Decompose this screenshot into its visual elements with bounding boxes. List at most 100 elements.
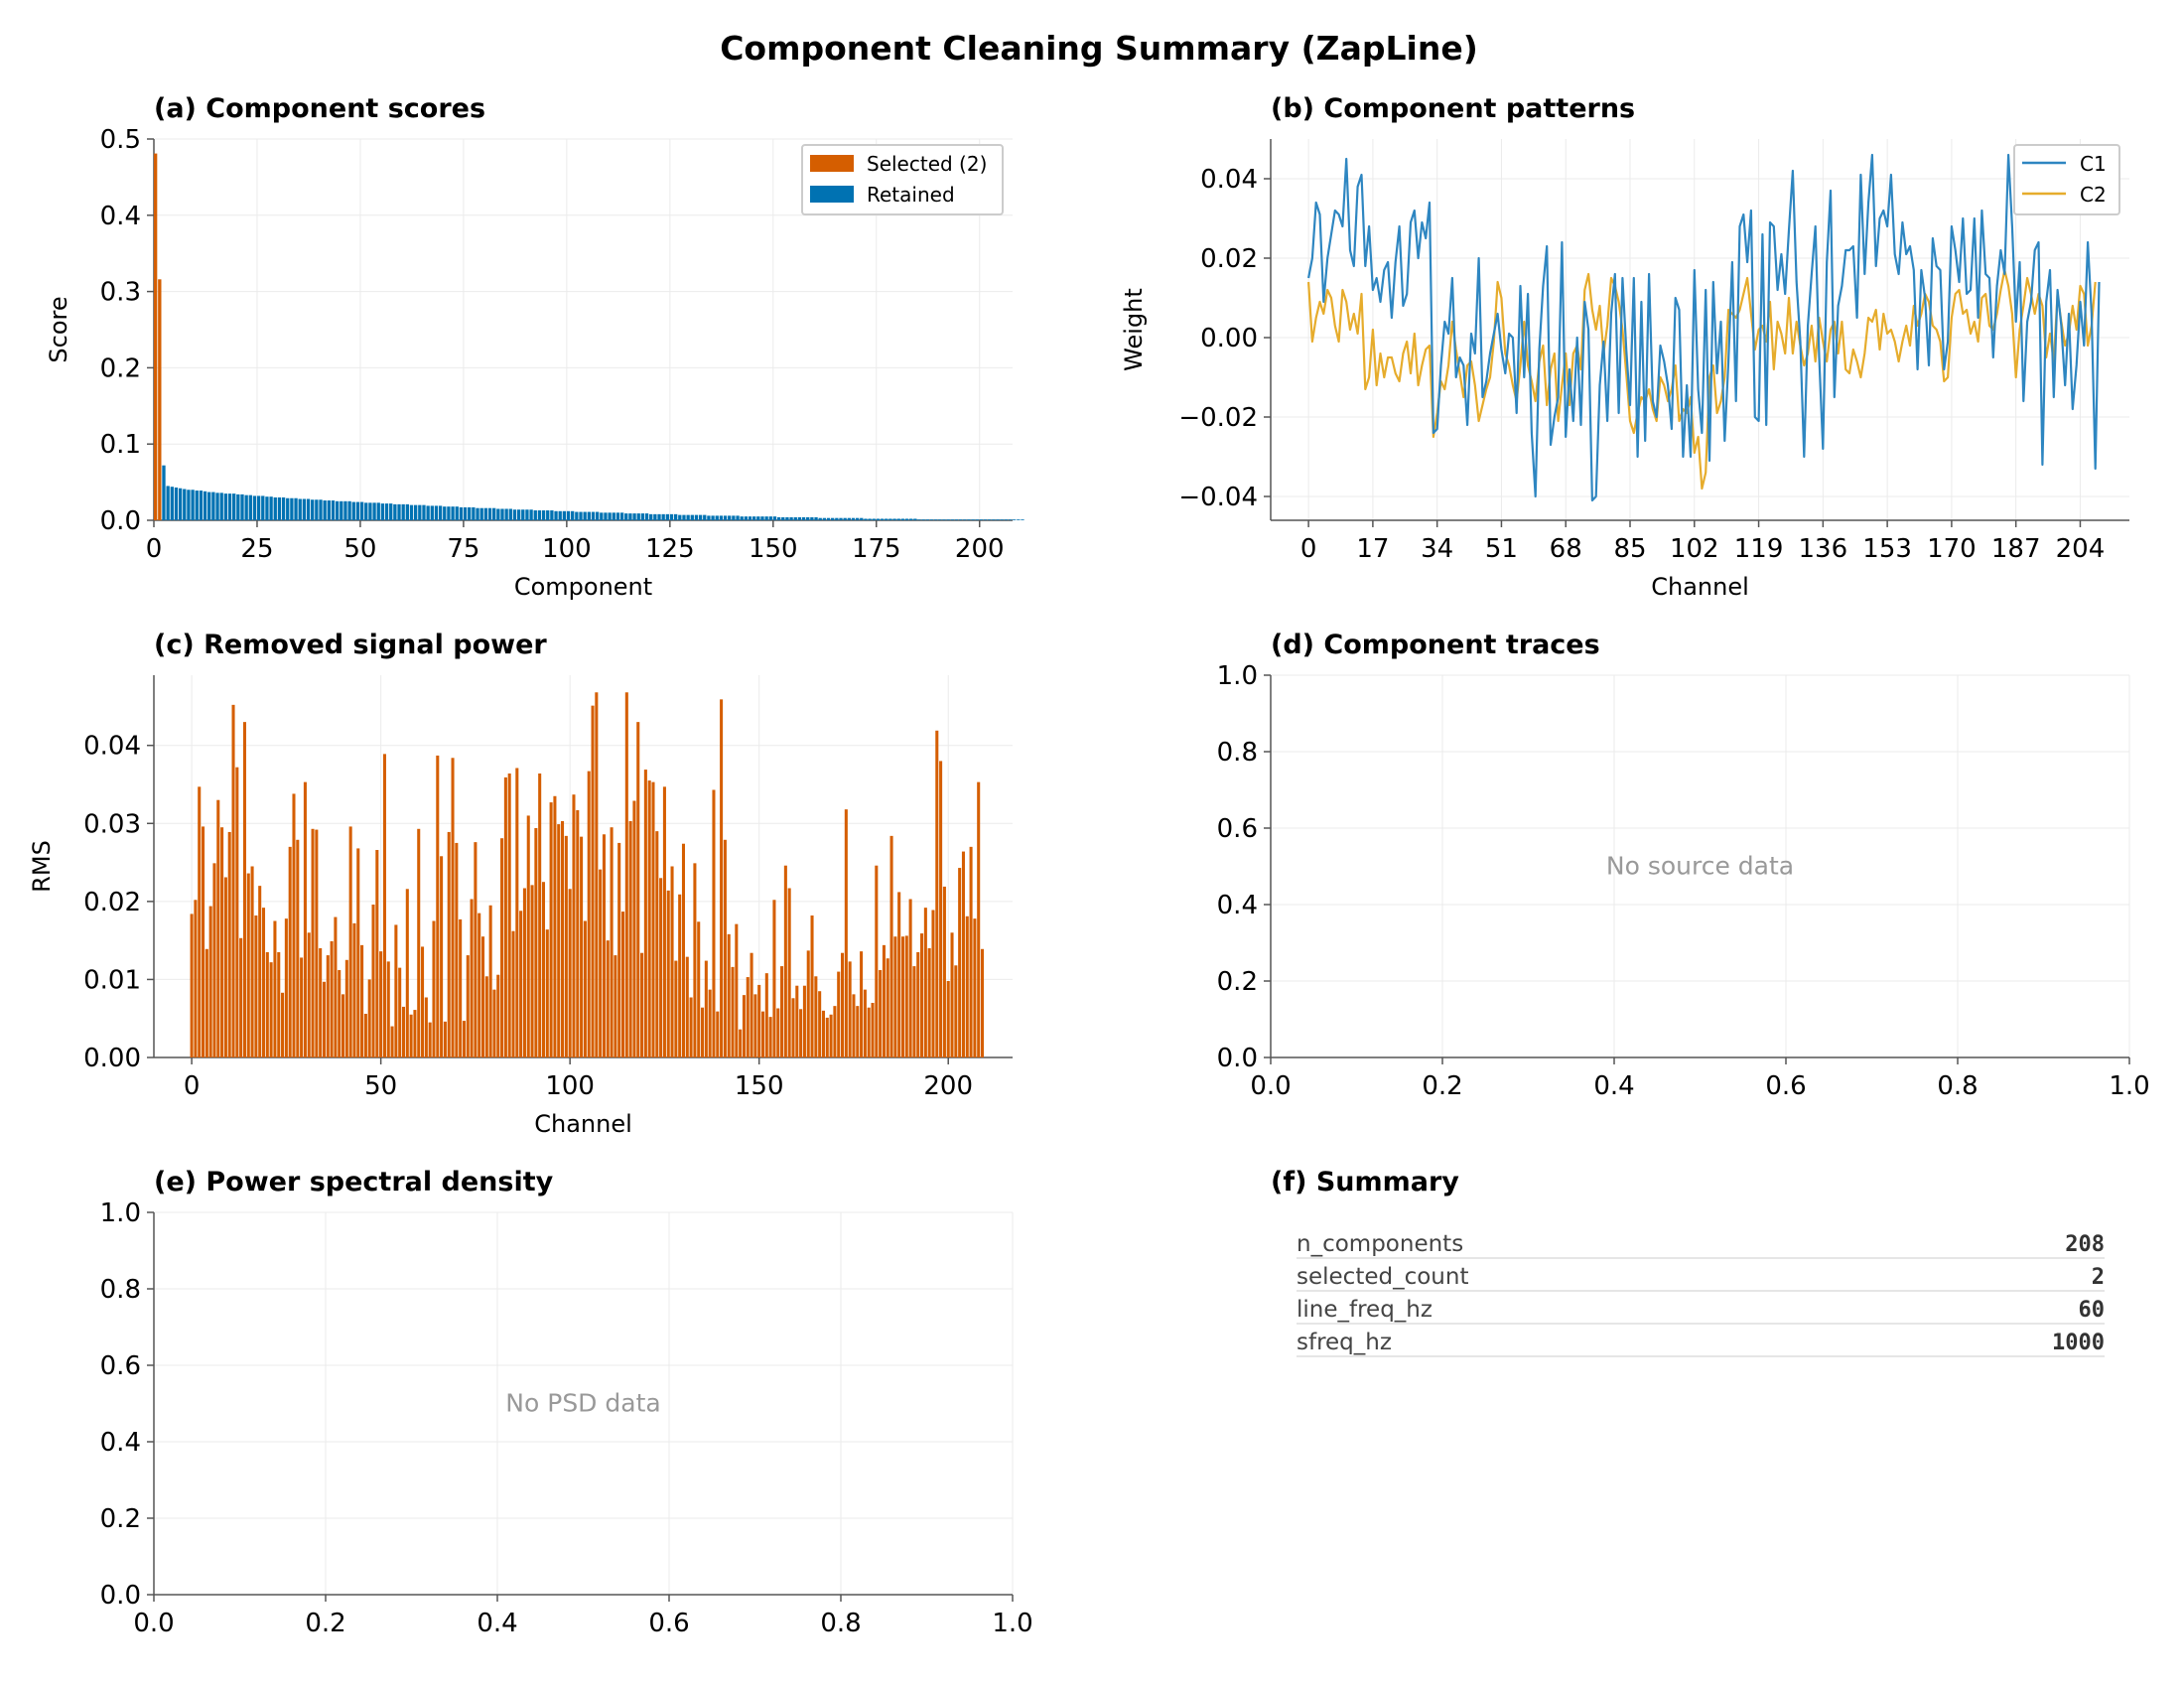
bar-retained <box>864 518 868 520</box>
bar-rms <box>587 771 591 1057</box>
x-tick-label: 204 <box>2056 534 2106 564</box>
bar-retained <box>554 510 558 520</box>
bar-rms <box>689 997 693 1057</box>
y-tick-label: 0.04 <box>1200 165 1258 195</box>
bar-retained <box>983 519 988 520</box>
x-tick-label: 51 <box>1485 534 1518 564</box>
y-tick-label: 0.04 <box>83 732 141 762</box>
bar-rms <box>443 1021 447 1057</box>
bar-rms <box>455 842 459 1057</box>
bar-retained <box>669 513 674 520</box>
bar-rms <box>198 786 202 1057</box>
bar-rms <box>610 827 614 1057</box>
bar-rms <box>334 916 338 1057</box>
bar-rms <box>791 998 795 1057</box>
bar-retained <box>219 492 223 520</box>
bar-rms <box>939 761 943 1057</box>
bar-rms <box>190 914 194 1057</box>
bar-rms <box>708 989 712 1057</box>
legend: Selected (2) Retained <box>801 144 1004 215</box>
x-tick-label: 34 <box>1421 534 1453 564</box>
y-tick-label: 0.6 <box>100 1351 141 1381</box>
bar-rms <box>344 959 348 1057</box>
bar-retained <box>917 519 921 520</box>
y-tick-label: 1.0 <box>100 1198 141 1228</box>
y-tick-label: 0.00 <box>1200 324 1258 353</box>
bar-rms <box>614 955 617 1057</box>
summary-table: n_components 208 selected_count 2 line_freq_… <box>1297 1231 2105 1357</box>
x-tick-label: 175 <box>852 534 901 564</box>
bar-rms <box>825 1017 829 1057</box>
bar-rms <box>776 1008 780 1057</box>
bar-retained <box>913 518 917 520</box>
bar-retained <box>227 493 232 520</box>
bar-rms <box>666 890 670 1057</box>
x-tick-label: 0.2 <box>305 1609 345 1638</box>
bars <box>190 692 985 1057</box>
bar-retained <box>644 513 649 520</box>
bar-rms <box>712 789 716 1057</box>
bar-rms <box>640 952 644 1057</box>
bar-rms <box>386 961 390 1057</box>
panel-title: (c) Removed signal power <box>154 630 547 660</box>
bar-rms <box>488 905 492 1057</box>
bar-retained <box>958 519 963 520</box>
bar-retained <box>347 500 351 520</box>
bar-rms <box>522 888 526 1057</box>
bar-rms <box>757 984 761 1057</box>
bar-retained <box>191 490 195 520</box>
y-tick-label: 0.1 <box>100 430 141 460</box>
bar-retained <box>298 498 302 520</box>
bar-rms <box>269 962 273 1057</box>
bar-retained <box>244 494 248 520</box>
bar-rms <box>322 981 326 1057</box>
bar-retained <box>967 519 971 520</box>
bar-rms <box>980 948 985 1057</box>
x-tick-label: 0.8 <box>1937 1071 1978 1101</box>
bar-rms <box>833 1006 837 1057</box>
bar-retained <box>806 516 810 520</box>
bar-retained <box>265 496 269 520</box>
bar-rms <box>459 918 463 1057</box>
bar-rms <box>356 848 360 1057</box>
bar-rms <box>288 846 292 1057</box>
bar-retained <box>880 518 885 520</box>
bar-rms <box>478 913 481 1057</box>
bar-rms <box>655 831 659 1057</box>
bar-retained <box>162 465 166 520</box>
bar-retained <box>835 517 839 520</box>
bar-retained <box>426 505 430 520</box>
x-tick-label: 102 <box>1670 534 1719 564</box>
bar-retained <box>483 507 488 520</box>
x-tick-label: 1.0 <box>2109 1071 2149 1101</box>
panel-title: (d) Component traces <box>1271 630 1600 660</box>
bar-retained <box>831 517 835 520</box>
bar-rms <box>685 956 689 1057</box>
bar-retained <box>256 495 261 520</box>
bar-retained <box>455 506 459 520</box>
bar-rms <box>265 951 269 1057</box>
x-tick-label: 68 <box>1550 534 1582 564</box>
y-axis-label: Score <box>45 296 72 362</box>
bar-retained <box>740 516 744 520</box>
bar-rms <box>564 835 568 1057</box>
summary-value: 2 <box>2092 1265 2105 1290</box>
bar-retained <box>443 506 447 520</box>
bar-retained <box>215 492 219 520</box>
bar-rms <box>212 863 216 1057</box>
bar-retained <box>624 513 628 520</box>
bar-retained <box>839 517 843 520</box>
bar-rms <box>772 900 776 1057</box>
bar-retained <box>311 499 315 520</box>
bar-rms <box>821 1010 825 1057</box>
bar-rms <box>662 786 666 1057</box>
bar-retained <box>768 516 772 520</box>
bar-retained <box>207 492 211 520</box>
bar-retained <box>327 500 331 520</box>
bar-retained <box>418 504 422 520</box>
y-tick-label: −0.04 <box>1178 483 1258 512</box>
x-tick-label: 0 <box>1300 534 1317 564</box>
bar-rms <box>617 842 621 1057</box>
bar-retained <box>393 503 397 520</box>
bar-retained <box>472 506 476 520</box>
